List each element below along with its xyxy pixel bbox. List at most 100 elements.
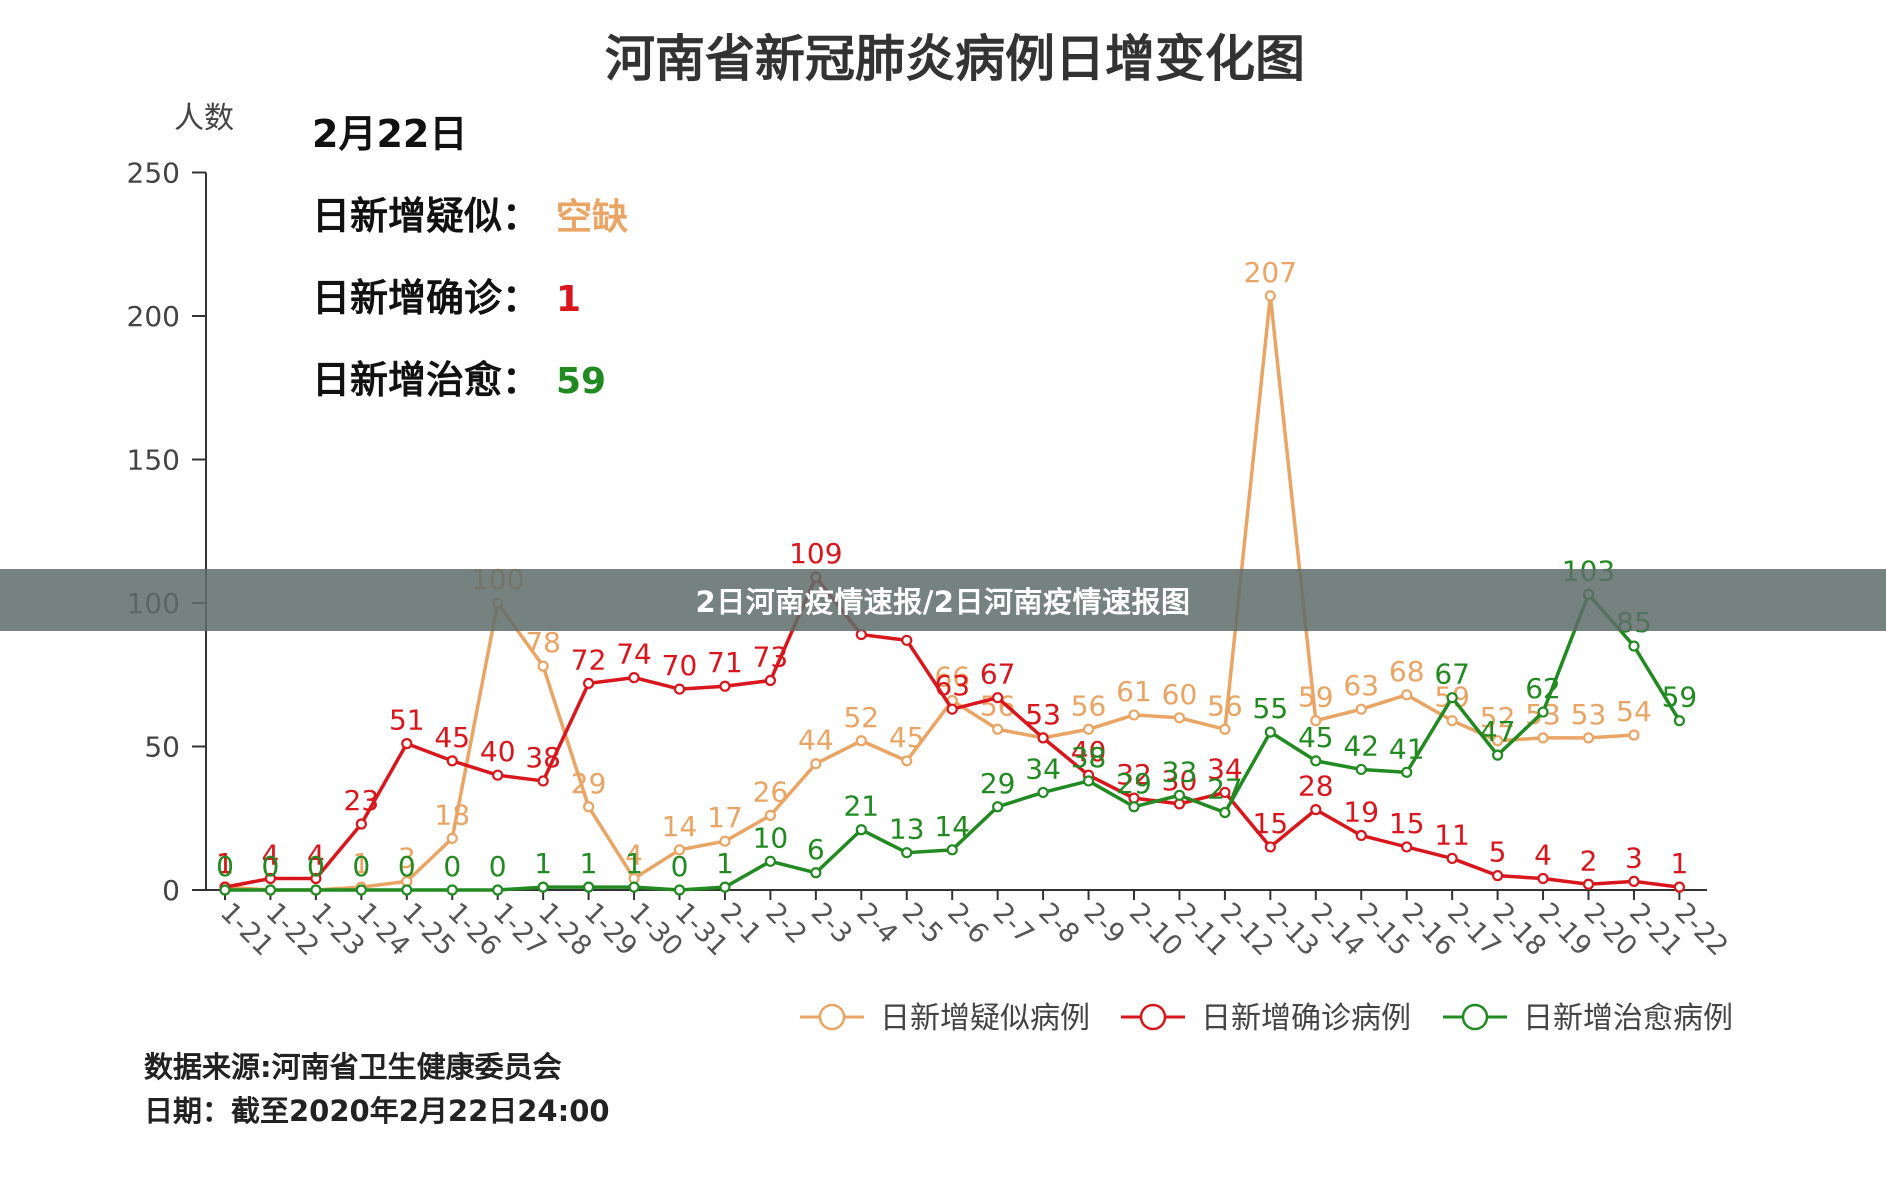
data-point: [1582, 878, 1595, 890]
summary-label: 日新增治愈：: [312, 358, 540, 402]
data-point: [719, 881, 731, 893]
data-point: [1491, 870, 1504, 882]
data-point: [446, 755, 458, 767]
data-point: [992, 723, 1004, 735]
data-point: [1355, 829, 1367, 842]
data-label: 3: [1625, 841, 1643, 874]
data-label: 45: [1298, 721, 1334, 754]
data-point: [1173, 712, 1186, 724]
data-point: [810, 867, 822, 879]
data-label: 21: [843, 790, 879, 823]
data-label: 52: [1480, 701, 1516, 734]
data-point: [1673, 715, 1686, 727]
data-label: 67: [1434, 658, 1470, 691]
data-point: [582, 881, 595, 893]
data-point: [219, 884, 231, 896]
data-point: [901, 634, 913, 646]
data-label: 1: [534, 847, 552, 880]
data-label: 29: [1116, 767, 1152, 800]
legend-label: 日新增疑似病例: [880, 1001, 1090, 1036]
data-label: 56: [1207, 689, 1243, 722]
data-point: [310, 884, 322, 896]
data-point: [1128, 709, 1140, 721]
data-label: 53: [1571, 698, 1607, 731]
data-label: 71: [707, 646, 743, 679]
data-point: [355, 818, 367, 830]
chart-title: 河南省新冠肺炎病例日增变化图: [605, 30, 1305, 88]
legend-label: 日新增治愈病例: [1523, 1001, 1733, 1036]
data-point: [855, 735, 867, 747]
data-point: [492, 769, 504, 781]
data-point: [582, 677, 595, 689]
data-point: [1219, 786, 1231, 799]
x-tick-label: 2-5: [896, 897, 949, 950]
data-point: [855, 628, 867, 641]
legend-item-1: 日新增确诊病例: [1121, 1001, 1411, 1036]
summary-value: 1: [556, 279, 581, 320]
summary-value: 59: [556, 361, 606, 402]
y-tick-label: 50: [144, 731, 180, 764]
data-point: [1219, 806, 1231, 819]
data-label: 54: [1616, 695, 1652, 728]
y-axis-label: 人数: [174, 101, 234, 136]
data-label: 4: [1534, 839, 1552, 872]
data-label: 2: [1580, 844, 1598, 877]
data-label: 60: [1162, 678, 1198, 711]
data-label: 40: [1071, 735, 1107, 768]
data-point: [1401, 689, 1413, 701]
data-label: 0: [671, 850, 689, 883]
caption-banner: 2日河南疫情速报/2日河南疫情速报图: [0, 569, 1886, 631]
data-label: 63: [1343, 669, 1379, 702]
data-label: 53: [1025, 698, 1061, 731]
legend: 日新增疑似病例 日新增确诊病例 日新增治愈病例: [800, 1001, 1733, 1036]
caption-text: 2日河南疫情速报/2日河南疫情速报图: [695, 585, 1191, 619]
data-label: 0: [489, 850, 507, 883]
data-label: 14: [662, 810, 698, 843]
data-label: 70: [662, 649, 698, 682]
data-label: 109: [789, 537, 842, 570]
data-point: [1219, 723, 1231, 735]
data-point: [537, 881, 549, 893]
data-label: 42: [1343, 729, 1379, 762]
x-tick-label: 2-4: [850, 897, 903, 950]
x-tick-label: 2-8: [1032, 897, 1085, 950]
data-point: [1082, 723, 1095, 735]
data-label: 52: [843, 701, 879, 734]
data-label: 1: [216, 847, 234, 880]
data-label: 51: [389, 704, 425, 737]
data-label: 0: [398, 850, 416, 883]
x-tick-label: 1-21: [214, 897, 279, 962]
legend-marker: [1139, 1003, 1167, 1031]
data-label: 14: [934, 810, 970, 843]
data-point: [764, 809, 777, 821]
data-point: [1401, 766, 1413, 778]
data-point: [1401, 841, 1413, 853]
data-point: [1446, 852, 1458, 865]
data-point: [1537, 706, 1549, 718]
data-point: [719, 680, 731, 692]
source-note: 数据来源:河南省卫生健康委员会: [144, 1050, 562, 1084]
data-label: 55: [1253, 692, 1289, 725]
data-label: 27: [1207, 773, 1243, 806]
data-point: [901, 847, 913, 859]
legend-label: 日新增确诊病例: [1201, 1001, 1411, 1036]
data-point: [1355, 763, 1367, 776]
data-label: 67: [980, 658, 1016, 691]
data-point: [1037, 732, 1049, 744]
data-point: [992, 692, 1004, 704]
data-label: 0: [307, 850, 325, 883]
data-point: [401, 884, 413, 896]
data-label: 45: [434, 721, 470, 754]
data-label: 0: [216, 850, 234, 883]
data-label: 59: [1662, 681, 1698, 714]
data-label: 15: [1389, 807, 1425, 840]
data-label: 78: [525, 626, 561, 659]
summary-date: 2月22日: [312, 112, 467, 156]
summary-label: 日新增疑似：: [312, 194, 540, 238]
data-label: 29: [571, 767, 607, 800]
summary-label: 日新增确诊：: [312, 276, 540, 320]
data-point: [1446, 692, 1458, 704]
data-point: [582, 801, 595, 813]
series-0: 1001318100782941417264452456656535661605…: [216, 256, 1652, 896]
